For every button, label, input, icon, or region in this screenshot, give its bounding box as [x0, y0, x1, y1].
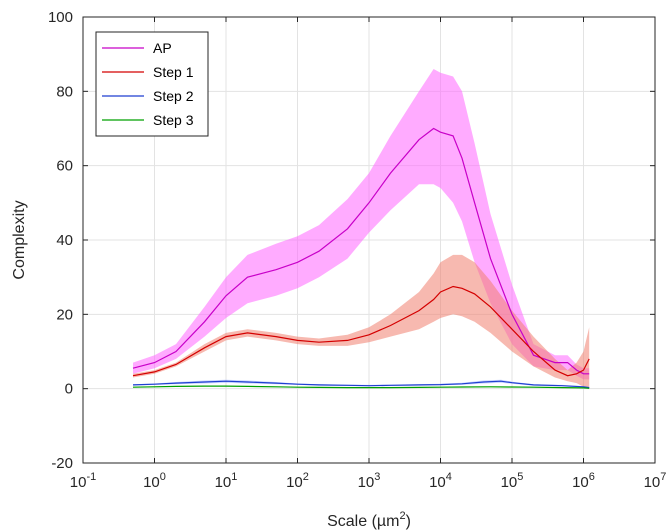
x-tick-labels: 10-1 100 101 102 103 104 105 106 107	[70, 471, 667, 491]
step-3-line	[132, 385, 590, 389]
y-tick-label: 0	[65, 381, 73, 398]
ap-band	[133, 69, 590, 380]
y-tick-label: 20	[56, 306, 73, 323]
x-tick-label: 100	[143, 471, 166, 491]
step-2-line	[132, 380, 590, 389]
y-axis-label: Complexity	[11, 200, 28, 279]
x-axis-label: Scale (µm2)	[327, 510, 411, 530]
legend-label-step-3: Step 3	[153, 112, 194, 128]
y-tick-label: 40	[56, 232, 73, 249]
legend-box	[95, 31, 209, 137]
y-tick-label: 100	[48, 9, 73, 26]
x-tick-label: 104	[429, 471, 452, 491]
y-tick-label: 60	[56, 158, 73, 175]
x-tick-label: 107	[644, 471, 667, 491]
x-tick-label: 106	[572, 471, 595, 491]
step-1-line	[132, 285, 590, 377]
legend-label-ap: AP	[153, 40, 172, 56]
y-tick-labels: -20 0 20 40 60 80 100	[48, 9, 73, 472]
x-tick-label: 105	[501, 471, 524, 491]
ap-line	[132, 127, 590, 375]
axis-ticks	[82, 16, 656, 464]
x-tick-label: 102	[286, 471, 309, 491]
y-tick-label: -20	[51, 455, 73, 472]
x-tick-label: 10-1	[70, 471, 96, 491]
x-tick-label: 101	[215, 471, 238, 491]
series-lines	[132, 127, 590, 389]
legend: AP Step 1 Step 2 Step 3	[95, 31, 209, 137]
x-tick-label: 103	[358, 471, 381, 491]
y-tick-label: 80	[56, 83, 73, 100]
legend-label-step-2: Step 2	[153, 88, 194, 104]
legend-label-step-1: Step 1	[153, 64, 194, 80]
step-1-band	[133, 254, 590, 389]
